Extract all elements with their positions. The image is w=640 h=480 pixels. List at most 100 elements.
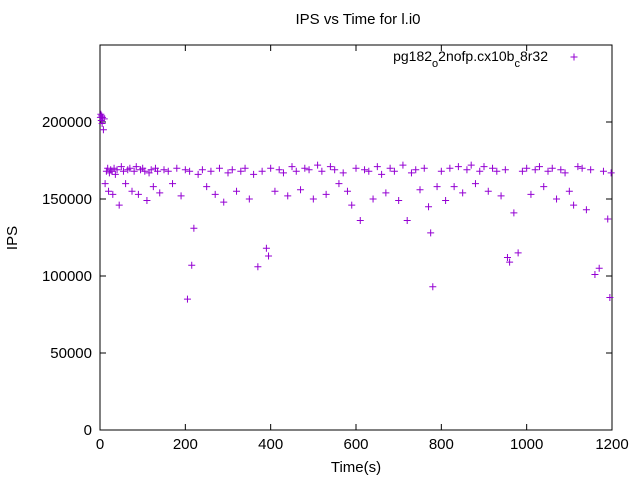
data-point — [305, 166, 313, 174]
data-point — [224, 169, 232, 177]
y-tick-label: 50000 — [50, 345, 92, 362]
data-point — [442, 197, 450, 205]
data-point — [587, 166, 595, 174]
data-point — [241, 164, 249, 172]
data-point — [429, 283, 437, 291]
data-point — [113, 166, 121, 174]
data-point — [245, 195, 253, 203]
data-point — [262, 244, 270, 252]
data-point — [471, 180, 479, 188]
data-point — [101, 180, 109, 188]
y-tick-label: 150000 — [42, 191, 92, 208]
data-point — [156, 189, 164, 197]
data-point — [386, 164, 394, 172]
data-point — [480, 163, 488, 171]
data-point — [119, 167, 127, 175]
data-point — [271, 187, 279, 195]
data-point — [535, 163, 543, 171]
y-tick-label: 200000 — [42, 114, 92, 131]
data-point — [427, 229, 435, 237]
data-point — [497, 192, 505, 200]
data-point — [198, 166, 206, 174]
data-point — [365, 167, 373, 175]
data-point — [540, 183, 548, 191]
data-point — [591, 270, 599, 278]
data-point — [378, 170, 386, 178]
data-point — [425, 203, 433, 211]
x-tick-label: 400 — [258, 436, 283, 453]
data-point — [454, 163, 462, 171]
legend-marker — [570, 53, 578, 61]
y-axis-label: IPS — [4, 226, 21, 250]
data-point — [215, 164, 223, 172]
data-point — [211, 190, 219, 198]
data-points — [96, 110, 615, 303]
data-point — [607, 169, 615, 177]
data-point — [433, 183, 441, 191]
data-point — [104, 164, 112, 172]
data-point — [188, 261, 196, 269]
data-point — [606, 294, 614, 302]
x-tick-label: 600 — [343, 436, 368, 453]
data-point — [373, 163, 381, 171]
data-point — [149, 183, 157, 191]
data-point — [105, 187, 113, 195]
legend-label: pg182o2nofp.cx10bc8r32 — [393, 48, 548, 70]
x-tick-label: 200 — [173, 436, 198, 453]
data-point — [459, 189, 467, 197]
data-point — [407, 169, 415, 177]
data-point — [132, 163, 140, 171]
data-point — [531, 166, 539, 174]
data-point — [141, 167, 149, 175]
data-point — [233, 187, 241, 195]
data-point — [446, 164, 454, 172]
data-point — [356, 217, 364, 225]
data-point — [126, 164, 134, 172]
data-point — [237, 167, 245, 175]
data-point — [335, 180, 343, 188]
data-point — [467, 161, 475, 169]
data-point — [173, 164, 181, 172]
legend-marker-symbol — [570, 53, 578, 61]
data-point — [143, 197, 151, 205]
data-point — [557, 166, 565, 174]
chart-title: IPS vs Time for l.i0 — [295, 11, 420, 28]
data-point — [420, 164, 428, 172]
data-point — [97, 110, 105, 118]
data-point — [190, 224, 198, 232]
data-point — [314, 161, 322, 169]
data-point — [561, 169, 569, 177]
data-point — [514, 249, 522, 257]
data-point — [493, 167, 501, 175]
data-point — [220, 198, 228, 206]
data-point — [570, 201, 578, 209]
data-point — [265, 252, 273, 260]
data-point — [412, 166, 420, 174]
data-point — [122, 180, 130, 188]
x-tick-label: 1200 — [595, 436, 628, 453]
data-point — [403, 217, 411, 225]
data-point — [186, 167, 194, 175]
data-point — [484, 187, 492, 195]
data-point — [134, 190, 142, 198]
data-point — [301, 164, 309, 172]
data-point — [147, 166, 155, 174]
data-point — [544, 167, 552, 175]
data-point — [100, 115, 108, 123]
data-point — [339, 169, 347, 177]
data-point — [284, 192, 292, 200]
data-point — [292, 167, 300, 175]
data-point — [164, 167, 172, 175]
data-point — [582, 206, 590, 214]
data-point — [489, 164, 497, 172]
data-point — [352, 164, 360, 172]
data-point — [523, 164, 531, 172]
data-point — [288, 163, 296, 171]
data-point — [565, 187, 573, 195]
data-point — [177, 192, 185, 200]
data-point — [604, 215, 612, 223]
data-point — [207, 167, 215, 175]
data-point — [322, 190, 330, 198]
x-axis-label: Time(s) — [331, 459, 381, 476]
